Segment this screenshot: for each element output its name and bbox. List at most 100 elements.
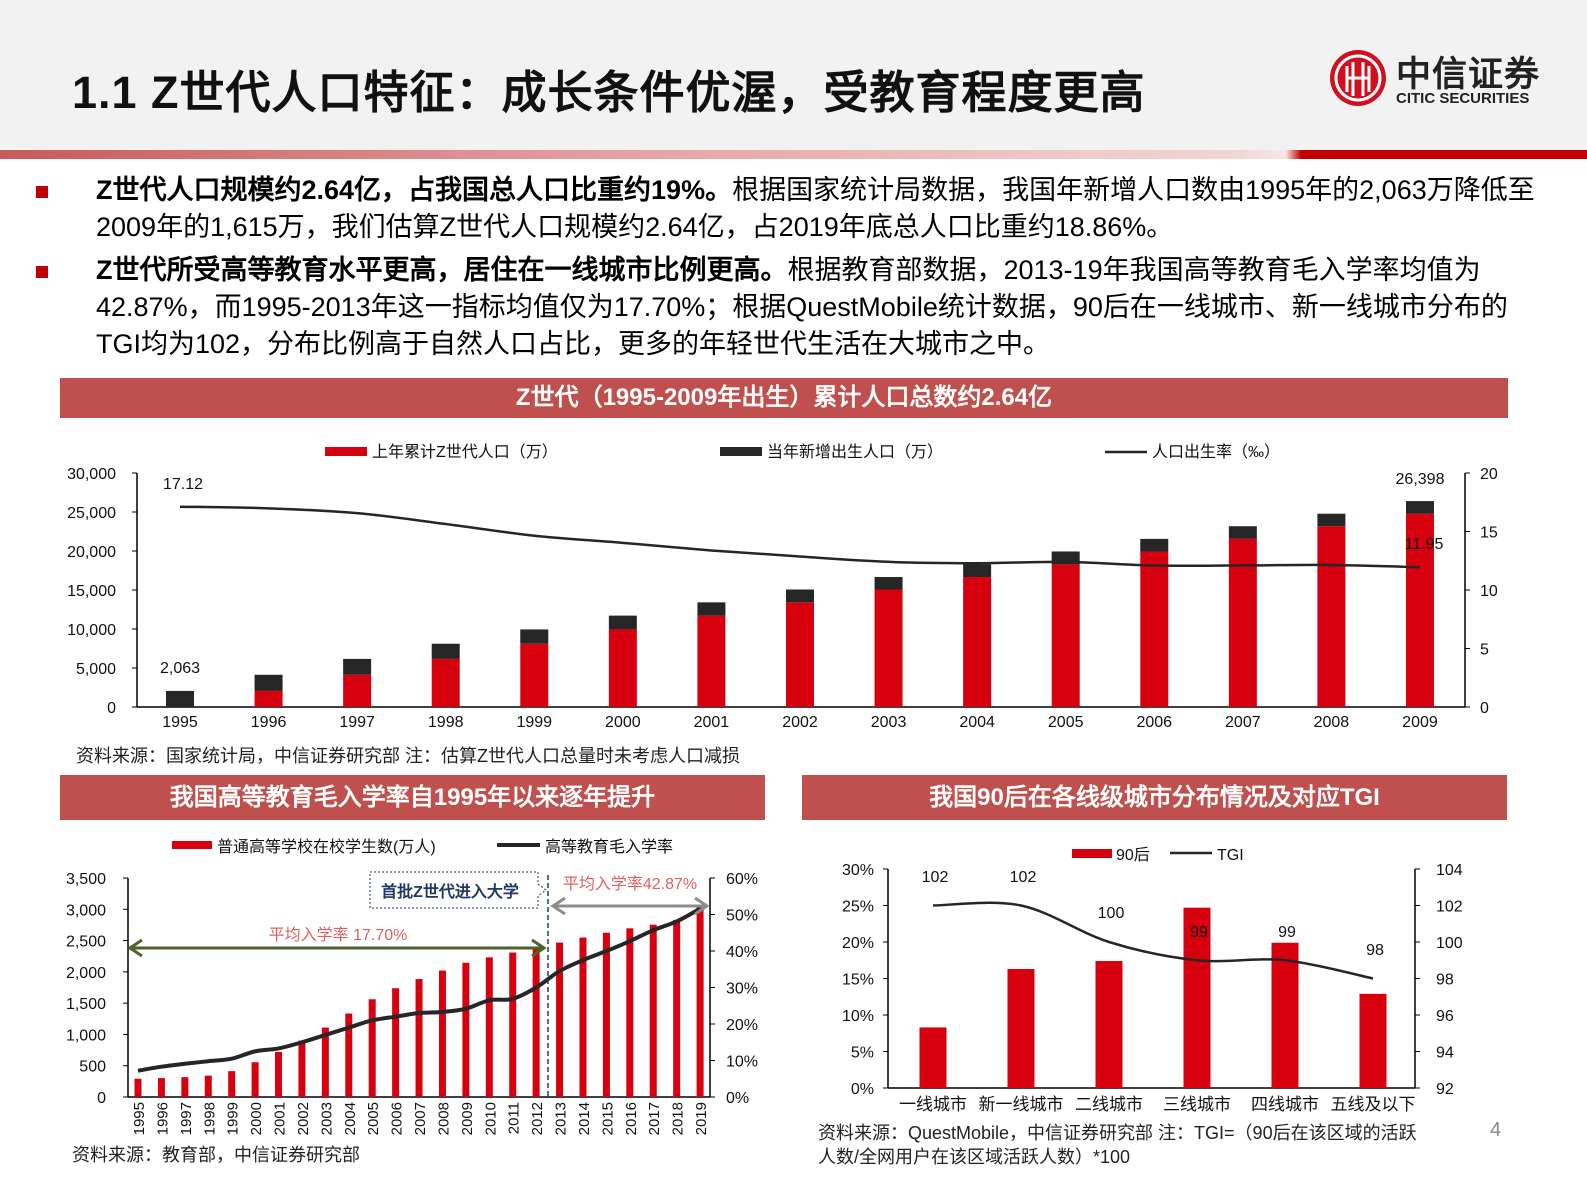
y2-tick-label: 50% bbox=[726, 908, 758, 925]
bar-students-2007 bbox=[415, 979, 423, 1097]
avg-before-label: 平均入学率 17.70% bbox=[269, 926, 408, 944]
y-tick-label: 1,000 bbox=[66, 1027, 106, 1044]
bar-new-births-1997 bbox=[343, 658, 372, 675]
y-tick-label: 20,000 bbox=[67, 544, 116, 561]
x-tick-label: 2002 bbox=[295, 1102, 312, 1135]
x-tick-label: 2001 bbox=[694, 714, 730, 731]
bar-students-2009 bbox=[462, 962, 470, 1097]
logo-text-cn: 中信证券 bbox=[1396, 54, 1541, 95]
x-tick-label: 1995 bbox=[162, 714, 198, 731]
bar-cumulative-2008 bbox=[1317, 526, 1346, 707]
bar-students-1996 bbox=[157, 1078, 165, 1097]
bar-cumulative-1997 bbox=[343, 674, 372, 707]
y2-tick-label: 102 bbox=[1436, 899, 1463, 916]
bar-cumulative-2009 bbox=[1405, 513, 1434, 707]
bullet-list: Z世代人口规模约2.64亿，占我国总人口比重约19%。根据国家统计局数据，我国年… bbox=[36, 172, 1546, 369]
tgi-line bbox=[932, 901, 1374, 980]
bar-new-births-1998 bbox=[431, 643, 460, 659]
citic-logo: 中信证券 CITIC SECURITIES bbox=[1328, 50, 1558, 110]
y-tick-label: 3,000 bbox=[66, 902, 106, 919]
x-tick-label: 2007 bbox=[412, 1102, 429, 1135]
bullet-headline: Z世代人口规模约2.64亿，占我国总人口比重约19%。 bbox=[96, 175, 733, 205]
x-tick-label: 2009 bbox=[1402, 714, 1438, 731]
y-tick-label: 2,500 bbox=[66, 934, 106, 951]
bar-90s-五线及以下 bbox=[1359, 993, 1387, 1088]
x-tick-label: 2008 bbox=[435, 1102, 452, 1135]
bar-students-2001 bbox=[275, 1052, 283, 1097]
chart2-source: 资料来源：教育部，中信证券研究部 bbox=[72, 1145, 360, 1165]
x-tick-label: 2014 bbox=[576, 1102, 593, 1135]
x-tick-label: 2017 bbox=[646, 1102, 663, 1135]
legend-label-tgi: TGI bbox=[1217, 847, 1244, 864]
y2-tick-label: 15 bbox=[1480, 525, 1498, 542]
x-tick-label: 2004 bbox=[959, 714, 995, 731]
bar-cumulative-2006 bbox=[1140, 551, 1169, 707]
data-label-last-total: 26,398 bbox=[1396, 471, 1445, 488]
legend-label-students: 普通高等学校在校学生数(万人) bbox=[217, 838, 436, 856]
bar-cumulative-2004 bbox=[963, 577, 992, 707]
bar-new-births-2007 bbox=[1228, 526, 1257, 539]
bar-new-births-2001 bbox=[697, 602, 726, 616]
x-tick-label: 1998 bbox=[201, 1102, 218, 1135]
x-tick-label: 2005 bbox=[1048, 714, 1084, 731]
y2-tick-label: 92 bbox=[1436, 1081, 1454, 1098]
bar-students-2000 bbox=[251, 1062, 259, 1097]
y-tick-label: 0% bbox=[851, 1081, 874, 1098]
header-divider bbox=[0, 150, 1587, 159]
legend-swatch-students bbox=[172, 841, 212, 849]
chart3-source-line2: 人数/全网用户在该区域活跃人数）*100 bbox=[818, 1147, 1131, 1167]
bar-students-1997 bbox=[181, 1077, 189, 1097]
y2-tick-label: 0% bbox=[726, 1090, 749, 1107]
x-tick-label: 2002 bbox=[782, 714, 818, 731]
y2-tick-label: 0 bbox=[1480, 700, 1489, 717]
x-tick-label: 2007 bbox=[1225, 714, 1261, 731]
legend-label-cumulative: 上年累计Z世代人口（万） bbox=[372, 443, 558, 461]
bar-students-2015 bbox=[602, 932, 610, 1097]
x-tick-label: 五线及以下 bbox=[1331, 1095, 1416, 1114]
bullet-text: 根据教育部数据，2013-19年我国高等教育毛入学率均值为42.87%，而199… bbox=[96, 255, 1508, 359]
tgi-data-label: 102 bbox=[1010, 869, 1037, 886]
bar-students-2017 bbox=[649, 924, 657, 1097]
y2-tick-label: 104 bbox=[1436, 862, 1463, 879]
legend-label-enrollment: 高等教育毛入学率 bbox=[545, 838, 673, 856]
tgi-data-label: 99 bbox=[1190, 924, 1208, 941]
bar-cumulative-1998 bbox=[431, 658, 460, 707]
y2-tick-label: 20 bbox=[1480, 466, 1498, 483]
bar-new-births-2004 bbox=[963, 564, 992, 578]
page-number: 4 bbox=[1490, 1119, 1502, 1141]
y2-tick-label: 30% bbox=[726, 981, 758, 998]
y-tick-label: 2,000 bbox=[66, 965, 106, 982]
bar-cumulative-1999 bbox=[520, 643, 549, 707]
bar-students-2002 bbox=[298, 1040, 306, 1097]
data-label-first-rate: 17.12 bbox=[163, 476, 203, 493]
y2-tick-label: 94 bbox=[1436, 1045, 1454, 1062]
data-label-first-births: 2,063 bbox=[160, 660, 200, 677]
y2-tick-label: 98 bbox=[1436, 972, 1454, 989]
chart1-source: 资料来源：国家统计局，中信证券研究部 注：估算Z世代人口总量时未考虑人口减损 bbox=[76, 746, 740, 766]
bar-new-births-2003 bbox=[874, 577, 903, 590]
y-tick-label: 10% bbox=[842, 1008, 874, 1025]
bar-cumulative-2001 bbox=[697, 615, 726, 707]
y2-tick-label: 60% bbox=[726, 871, 758, 888]
y2-tick-label: 10 bbox=[1480, 583, 1498, 600]
chart1-title: Z世代（1995-2009年出生）累计人口总数约2.64亿 bbox=[60, 378, 1508, 418]
callout-text: 首批Z世代进入大学 bbox=[381, 882, 519, 901]
legend-swatch-cumulative bbox=[325, 447, 367, 456]
x-tick-label: 2019 bbox=[693, 1102, 710, 1135]
x-tick-label: 1995 bbox=[131, 1102, 148, 1135]
chart2-title: 我国高等教育毛入学率自1995年以来逐年提升 bbox=[60, 775, 765, 820]
bar-new-births-2009 bbox=[1405, 501, 1434, 514]
y-tick-label: 5,000 bbox=[76, 661, 116, 678]
bar-students-2019 bbox=[696, 907, 704, 1097]
y-tick-label: 5% bbox=[851, 1045, 874, 1062]
y-tick-label: 30,000 bbox=[67, 466, 116, 483]
x-tick-label: 2006 bbox=[1136, 714, 1172, 731]
x-tick-label: 2003 bbox=[318, 1102, 335, 1135]
y-tick-label: 15% bbox=[842, 972, 874, 989]
bar-new-births-1999 bbox=[520, 629, 549, 644]
avg-before-arrow-icon bbox=[127, 938, 547, 958]
bar-students-2010 bbox=[485, 957, 493, 1097]
logo-text-en: CITIC SECURITIES bbox=[1396, 90, 1530, 107]
x-tick-label: 四线城市 bbox=[1251, 1095, 1319, 1114]
y-tick-label: 25,000 bbox=[67, 505, 116, 522]
